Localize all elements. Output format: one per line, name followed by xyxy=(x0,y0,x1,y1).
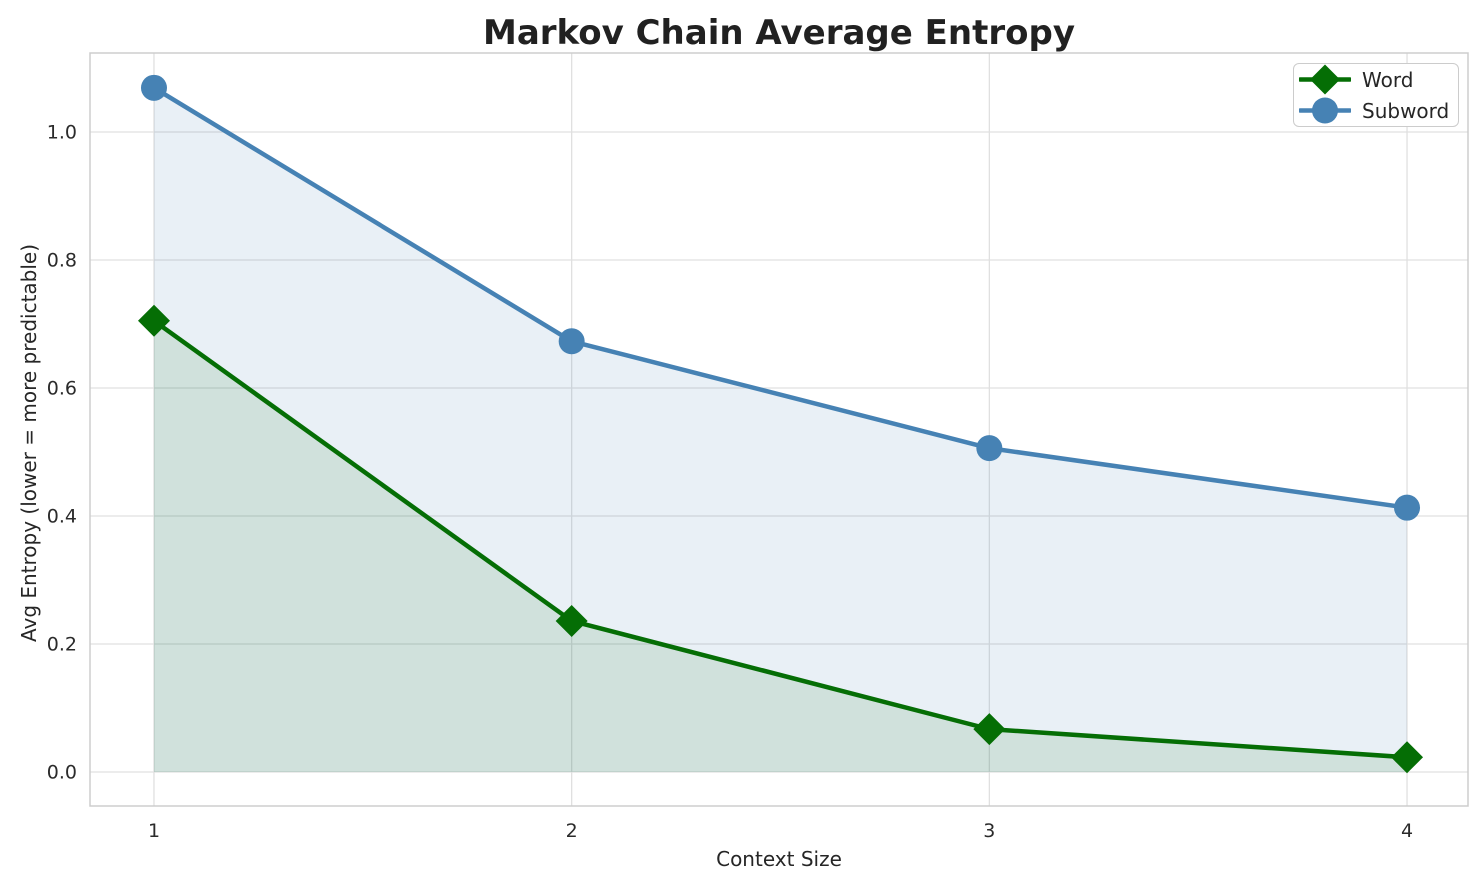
legend-item-subword: Subword xyxy=(1298,95,1454,126)
marker-word-2 xyxy=(555,604,588,637)
marker-layer xyxy=(137,74,1424,774)
area-subword xyxy=(153,87,1408,773)
y-tick-label-0.6: 0.6 xyxy=(47,377,77,399)
y-tick-label-1.0: 1.0 xyxy=(47,121,77,143)
y-tick-label-0.4: 0.4 xyxy=(47,506,77,528)
legend-marker-sample xyxy=(1312,97,1338,124)
x-tick-label-2: 2 xyxy=(566,820,578,842)
line-subword xyxy=(151,85,1410,510)
legend-label-word: Word xyxy=(1362,67,1414,92)
line-word xyxy=(151,318,1410,760)
marker-subword-2 xyxy=(558,328,585,355)
y-tick-labels: 0.0 0.2 0.4 0.6 0.8 1.0 xyxy=(47,121,77,783)
marker-subword-3 xyxy=(976,435,1003,462)
y-axis-label: Avg Entropy (lower = more predictable) xyxy=(17,244,41,642)
y-tick-label-0.8: 0.8 xyxy=(47,249,77,271)
x-tick-labels: 1 2 3 4 xyxy=(148,820,1413,842)
line-layer xyxy=(151,85,1410,760)
marker-word-1 xyxy=(137,304,170,337)
circle-marker-icon xyxy=(1299,97,1351,124)
legend-label-subword: Subword xyxy=(1362,98,1450,123)
legend-marker-sample xyxy=(1310,64,1340,95)
marker-subword-1 xyxy=(140,74,167,101)
marker-subword-4 xyxy=(1394,494,1421,521)
area-layer xyxy=(153,87,1408,773)
plot-frame xyxy=(89,52,1469,807)
grid-layer xyxy=(90,53,1468,806)
x-tick-label-3: 3 xyxy=(983,820,995,842)
area-word xyxy=(153,320,1408,773)
legend: Word Subword xyxy=(1293,63,1459,127)
marker-word-3 xyxy=(973,713,1006,746)
x-axis-label: Context Size xyxy=(716,847,842,871)
chart-title: Markov Chain Average Entropy xyxy=(483,13,1075,53)
diamond-marker-icon xyxy=(1299,64,1351,95)
marker-word-4 xyxy=(1391,741,1424,774)
x-tick-label-4: 4 xyxy=(1401,820,1413,842)
legend-item-word: Word xyxy=(1298,64,1454,95)
y-tick-label-0.2: 0.2 xyxy=(47,634,77,656)
y-tick-label-0.0: 0.0 xyxy=(47,762,77,784)
x-tick-label-1: 1 xyxy=(148,820,160,842)
